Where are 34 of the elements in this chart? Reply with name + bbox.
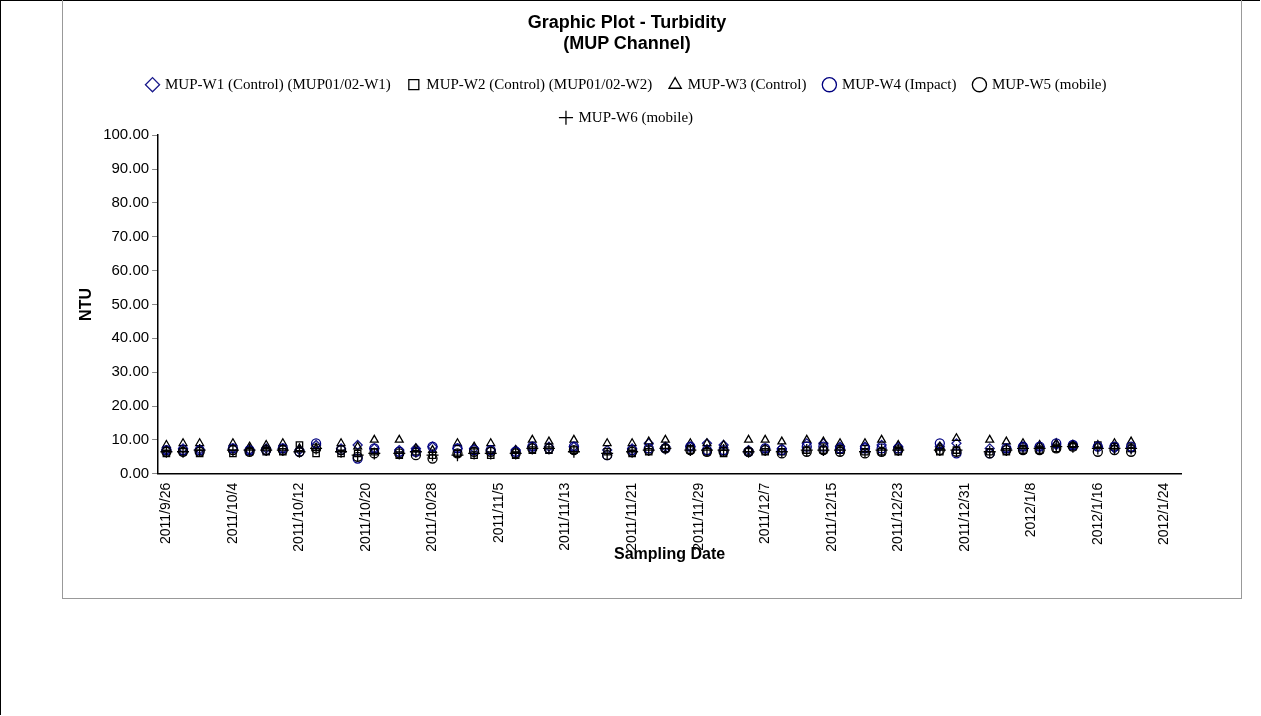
legend-label: MUP-W3 (Control) (687, 75, 807, 93)
y-tick-label: 10.00 (111, 430, 150, 448)
y-tick-label: 50.00 (111, 294, 150, 312)
legend-label: MUP-W5 (mobile) (991, 75, 1107, 93)
x-tick-label: 2011/11/13 (556, 482, 573, 551)
x-tick-label: 2011/12/31 (955, 482, 972, 552)
y-tick-label: 90.00 (111, 159, 150, 177)
y-tick-label: 70.00 (111, 226, 150, 244)
y-axis-title: NTU (77, 288, 95, 321)
y-tick-label: 80.00 (111, 193, 150, 211)
x-tick-label: 2011/12/7 (756, 482, 773, 545)
x-tick-label: 2011/10/20 (356, 482, 373, 552)
x-tick-label: 2011/11/5 (489, 482, 506, 543)
legend-label: MUP-W2 (Control) (MUP01/02-W2) (426, 75, 653, 93)
x-tick-label: 2011/10/12 (290, 482, 307, 552)
chart-title: Graphic Plot - Turbidity (527, 11, 727, 32)
x-tick-label: 2011/12/15 (822, 482, 839, 552)
x-tick-label: 2011/9/26 (157, 482, 174, 545)
legend-label: MUP-W6 (mobile) (578, 108, 694, 126)
y-tick-label: 60.00 (111, 260, 150, 278)
chart-subtitle: (MUP Channel) (563, 33, 691, 54)
y-tick-label: 0.00 (119, 463, 150, 481)
legend-label: MUP-W1 (Control) (MUP01/02-W1) (165, 75, 391, 93)
x-tick-label: 2012/1/8 (1022, 482, 1039, 538)
x-tick-label: 2011/10/4 (223, 482, 240, 545)
y-tick-label: 20.00 (111, 396, 150, 414)
x-tick-label: 2012/1/24 (1155, 482, 1172, 546)
x-tick-label: 2011/12/23 (889, 482, 906, 552)
y-tick-label: 30.00 (111, 362, 150, 380)
y-tick-label: 40.00 (111, 328, 150, 346)
x-tick-label: 2012/1/16 (1088, 482, 1105, 546)
x-tick-label: 2011/10/28 (423, 482, 440, 552)
legend-label: MUP-W4 (Impact) (841, 75, 957, 93)
y-tick-label: 100.00 (103, 125, 150, 143)
